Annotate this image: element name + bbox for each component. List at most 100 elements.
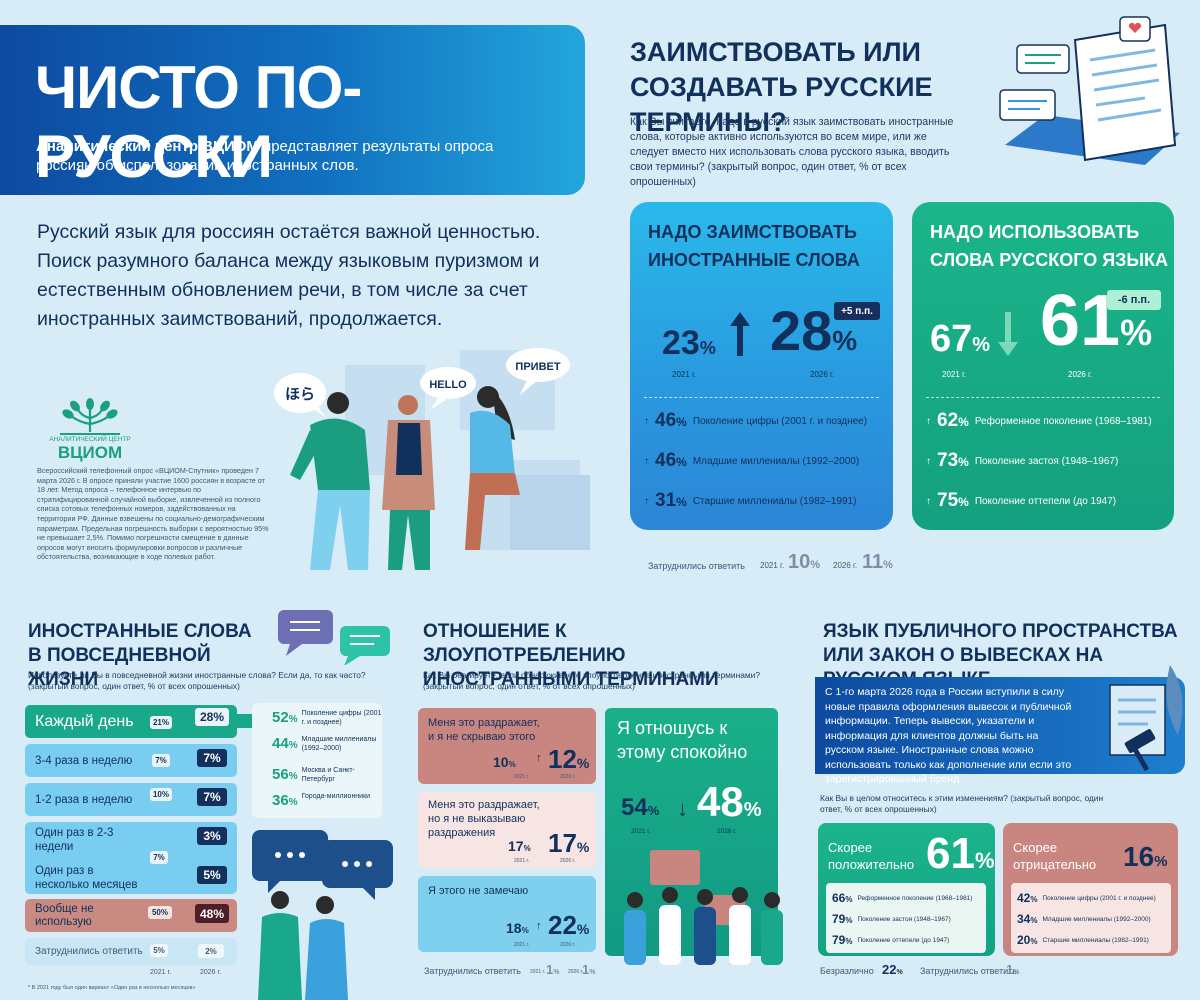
abuse-calm-2026: 48% (697, 778, 762, 825)
signs-neg-row-2: 34% Младшие миллениалы (1992–2000) (1017, 912, 1151, 926)
daily-3-4-2026: 7% (197, 749, 227, 767)
daily-everyday-2021: 21% (150, 716, 172, 729)
abuse-a1-2026-year: 2026 г. (560, 774, 576, 780)
abuse-answer-2: Меня это раздражает, но я не выказываю р… (418, 792, 596, 868)
page-title: ЧИСТО ПО-РУССКИ (35, 54, 362, 190)
abuse-question: Как Вы реагируете, если обнаруживаете зл… (423, 670, 760, 691)
daily-1-2-2026: 7% (197, 788, 227, 806)
abuse-answer-1: Меня это раздражает, и я не скрываю этог… (418, 708, 596, 784)
chat-bubbles-icon (278, 610, 390, 665)
daily-question: Используете ли Вы в повседневной жизни и… (28, 670, 366, 691)
abuse-a1-2026: 12% (548, 744, 590, 774)
signs-pos-row-2: 79% Поколение застоя (1948–1967) (832, 912, 951, 926)
bubble-hora: ほら (285, 385, 315, 403)
daily-dk-2026: 2% (198, 944, 224, 958)
signs-question: Как Вы в целом относитесь к этим изменен… (820, 793, 1104, 814)
daily-gen-1: 52% Поколение цифры (2001 г. и позднее) (272, 709, 382, 726)
borrow-title: ЗАИМСТВОВАТЬ ИЛИ СОЗДАВАТЬ РУССКИЕ ТЕРМИ… (630, 37, 933, 137)
signs-negative-value: 16% (1123, 841, 1168, 872)
daily-footnote: * В 2021 году был один вариант «Один раз… (28, 985, 196, 991)
blue-card-title: НАДО ЗАИМСТВОВАТЬ ИНОСТРАННЫЕ СЛОВА (648, 222, 860, 270)
talking-people-illustration (252, 830, 393, 1000)
abuse-dk-2021-year: 2021 г. (530, 969, 546, 975)
signs-positive-label: Скорее положительно (828, 840, 915, 872)
methodology-text: Всероссийский телефонный опрос «ВЦИОМ-Сп… (37, 466, 269, 562)
use-russian-card: НАДО ИСПОЛЬЗОВАТЬ СЛОВА РУССКОГО ЯЗЫКА 6… (912, 202, 1174, 530)
signs-pos-row-1: 66% Реформенное поколение (1968–1981) (832, 891, 973, 905)
borrow-dk-2026-value: 11% (862, 551, 893, 573)
green-2026-label: 2026 г. (1068, 370, 1093, 379)
green-card-title: НАДО ИСПОЛЬЗОВАТЬ СЛОВА РУССКОГО ЯЗЫКА (930, 222, 1169, 270)
daily-gen-2: 44% Младшие миллениалы (1992–2000) (272, 735, 377, 752)
abuse-dk-label: Затруднились ответить (424, 966, 521, 976)
lead-text: Русский язык для россиян остаётся важной… (37, 221, 541, 330)
vciom-logo: АНАЛИТИЧЕСКИЙ ЦЕНТР ВЦИОМ (35, 398, 145, 462)
daily-generations-panel (252, 703, 382, 818)
bubble-privet: ПРИВЕТ (515, 361, 560, 373)
daily-never-2026: 48% (195, 904, 229, 923)
daily-dk-2021: 5% (150, 944, 168, 957)
blue-row-3: ↑ 31% Старшие миллениалы (1982–1991) (644, 490, 857, 511)
blue-2021-value: 23% (662, 324, 716, 362)
green-2021-label: 2021 г. (942, 370, 967, 379)
abuse-answer-3: Я этого не замечаю 18% 2021 г. ↑ 22% 202… (418, 876, 596, 952)
daily-title: ИНОСТРАННЫЕ СЛОВА В ПОВСЕДНЕВНОЙ ЖИЗНИ (28, 621, 252, 690)
signs-negative-panel (1011, 883, 1171, 953)
abuse-dk-2026-year: 2026 г. (568, 969, 584, 975)
borrow-question: Как Вы считаете, надо в русский язык заи… (630, 116, 954, 188)
daily-months-2021: 7% (150, 851, 168, 864)
logo-line2: ВЦИОМ (57, 443, 123, 462)
green-separator (926, 397, 1160, 398)
signs-info-text: С 1-го марта 2026 года в России вступили… (825, 686, 1072, 785)
daily-2021-label: 2021 г. (150, 969, 172, 976)
arrow-down-small-icon: ↓ (677, 796, 688, 821)
abuse-calm-label: Я отношусь к этому спокойно (617, 718, 748, 762)
borrow-dk-2021-label: 2021 г. (760, 561, 785, 570)
signs-positive-value: 61% (926, 829, 995, 878)
borrow-dk-label: Затруднились ответить (648, 561, 745, 571)
borrow-dk-2021-value: 10% (788, 551, 821, 573)
abuse-a2-2021-year: 2021 г. (514, 858, 530, 864)
signs-positive-panel (826, 883, 986, 953)
header-subtitle: Аналитический центр ВЦИОМ представляет р… (36, 138, 494, 174)
daily-3-4-2021: 7% (152, 754, 170, 767)
blue-2026-label: 2026 г. (810, 370, 835, 379)
blue-separator (644, 397, 879, 398)
abuse-a3-2021-year: 2021 г. (514, 942, 530, 948)
daily-2-3-weeks-2026: 3% (197, 827, 227, 845)
green-2026-value: 61% (1040, 281, 1153, 361)
header-banner: ЧИСТО ПО-РУССКИ Аналитический центр ВЦИО… (0, 25, 585, 195)
abuse-a3-2026-year: 2026 г. (560, 942, 576, 948)
abuse-a2-2021: 17% (508, 838, 531, 854)
abuse-dk-2021: 1% (546, 962, 560, 977)
arrow-up-small-icon: ↑ (536, 752, 542, 764)
daily-never-2021: 50% (148, 906, 172, 919)
arrow-down-icon (998, 312, 1018, 356)
daily-row-dk: Затруднились ответить (25, 938, 237, 965)
daily-gen-3: 56% Москва и Санкт-Петербург (272, 766, 355, 783)
arrow-up-icon (730, 312, 750, 356)
green-row-2: ↑ 73% Поколение застоя (1948–1967) (926, 450, 1119, 471)
green-row-1: ↑ 62% Реформенное поколение (1968–1981) (926, 410, 1152, 431)
daily-1-2-2021: 10% (150, 788, 172, 801)
tree-icon (60, 398, 120, 435)
document-illustration (999, 16, 1180, 165)
abuse-a2-2026-year: 2026 г. (560, 858, 576, 864)
logo-line1: АНАЛИТИЧЕСКИЙ ЦЕНТР (49, 436, 131, 443)
signs-indifferent-value: 22% (882, 962, 903, 977)
blue-delta-badge: +5 п.п. (834, 302, 880, 320)
signs-indifferent-label: Безразлично (820, 966, 874, 976)
bubble-hello: HELLO (429, 379, 467, 391)
arrow-up-small-icon-2: ↑ (536, 920, 542, 932)
abuse-dk-2026: 1% (582, 962, 596, 977)
signs-neg-row-1: 42% Поколение цифры (2001 г. и позднее) (1017, 891, 1156, 905)
signs-positive-card: Скорее положительно 61% 66% Реформенное п… (818, 823, 995, 956)
green-delta-badge: -6 п.п. (1107, 290, 1161, 310)
borrow-dk-2026-label: 2026 г. (833, 561, 858, 570)
crowd-illustration (624, 850, 783, 965)
abuse-a2-2026: 17% (548, 828, 590, 858)
abuse-calm-2026-year: 2026 г. (717, 828, 737, 835)
abuse-calm-2021-year: 2021 г. (631, 828, 651, 835)
abuse-a1-2021-year: 2021 г. (514, 774, 530, 780)
abuse-a1-2021: 10% (493, 754, 516, 770)
